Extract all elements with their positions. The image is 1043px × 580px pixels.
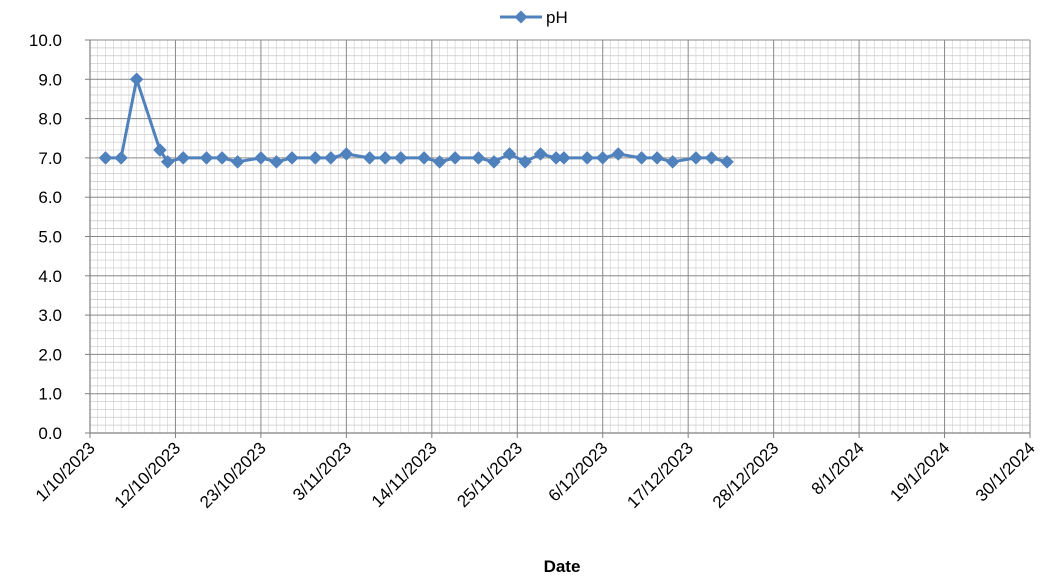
y-tick-label: 3.0 [38,306,62,325]
major-gridlines [89,39,1031,434]
x-tick-label: 23/10/2023 [196,438,270,512]
legend-label: pH [546,8,568,27]
y-tick-label: 4.0 [38,267,62,286]
data-point [611,147,626,161]
data-point [230,154,245,169]
data-point [339,147,354,161]
data-point [160,154,175,169]
data-point [448,151,462,165]
data-point [98,151,113,165]
x-tick-label: 3/11/2023 [289,438,355,504]
data-point [487,154,501,169]
x-tick-label: 8/1/2024 [808,438,868,498]
series-layer [98,72,734,169]
data-point [362,151,377,165]
data-point [518,154,532,169]
data-point [323,151,338,165]
y-tick-label: 7.0 [38,149,62,168]
data-point [269,154,284,169]
x-tick-label: 19/1/2024 [886,438,953,505]
data-point [129,72,144,87]
x-tick-label: 30/1/2024 [972,438,1039,505]
data-point [720,154,734,169]
y-tick-label: 1.0 [38,385,62,404]
data-point [308,151,323,165]
x-tick-label: 12/10/2023 [111,438,185,512]
data-point [533,147,548,161]
data-point [378,151,393,165]
data-point [417,151,431,165]
data-point [665,154,680,169]
y-tick-label: 6.0 [38,188,62,207]
y-axis-ticks: 0.0 1.0 2.0 3.0 4.0 5.0 6.0 7.0 8.0 9.0 10.0 [29,31,90,443]
x-axis-ticks: 1/10/2023 12/10/2023 23/10/2023 3/11/2023 14… [32,433,1039,512]
y-tick-label: 8.0 [38,110,62,129]
x-tick-label: 28/12/2023 [709,438,783,512]
x-tick-label: 25/11/2023 [453,438,526,511]
legend-marker [514,10,528,24]
data-point [432,154,447,169]
data-point [254,151,268,165]
data-point [704,151,719,165]
data-point [634,151,649,165]
data-point [580,151,595,165]
x-tick-label: 6/12/2023 [545,438,612,505]
x-tick-label: 14/11/2023 [368,438,441,511]
data-point [114,151,128,165]
data-point [557,151,571,165]
data-point [215,151,229,165]
data-point [176,151,191,165]
y-tick-label: 0.0 [38,424,62,443]
y-tick-label: 10.0 [29,31,62,50]
data-point [595,151,610,165]
data-point [285,151,299,165]
data-point [393,151,408,165]
y-tick-label: 2.0 [38,345,62,364]
y-tick-label: 9.0 [38,70,62,89]
data-point [689,151,703,165]
data-point [199,151,214,165]
x-tick-label: 17/12/2023 [623,438,697,512]
data-point [153,143,167,157]
data-point [650,151,664,165]
data-point [502,147,517,161]
y-tick-label: 5.0 [38,228,62,247]
legend: pH [500,8,568,27]
data-point [471,151,486,165]
x-tick-label: 1/10/2023 [32,438,99,505]
x-axis-title: Date [544,557,581,576]
